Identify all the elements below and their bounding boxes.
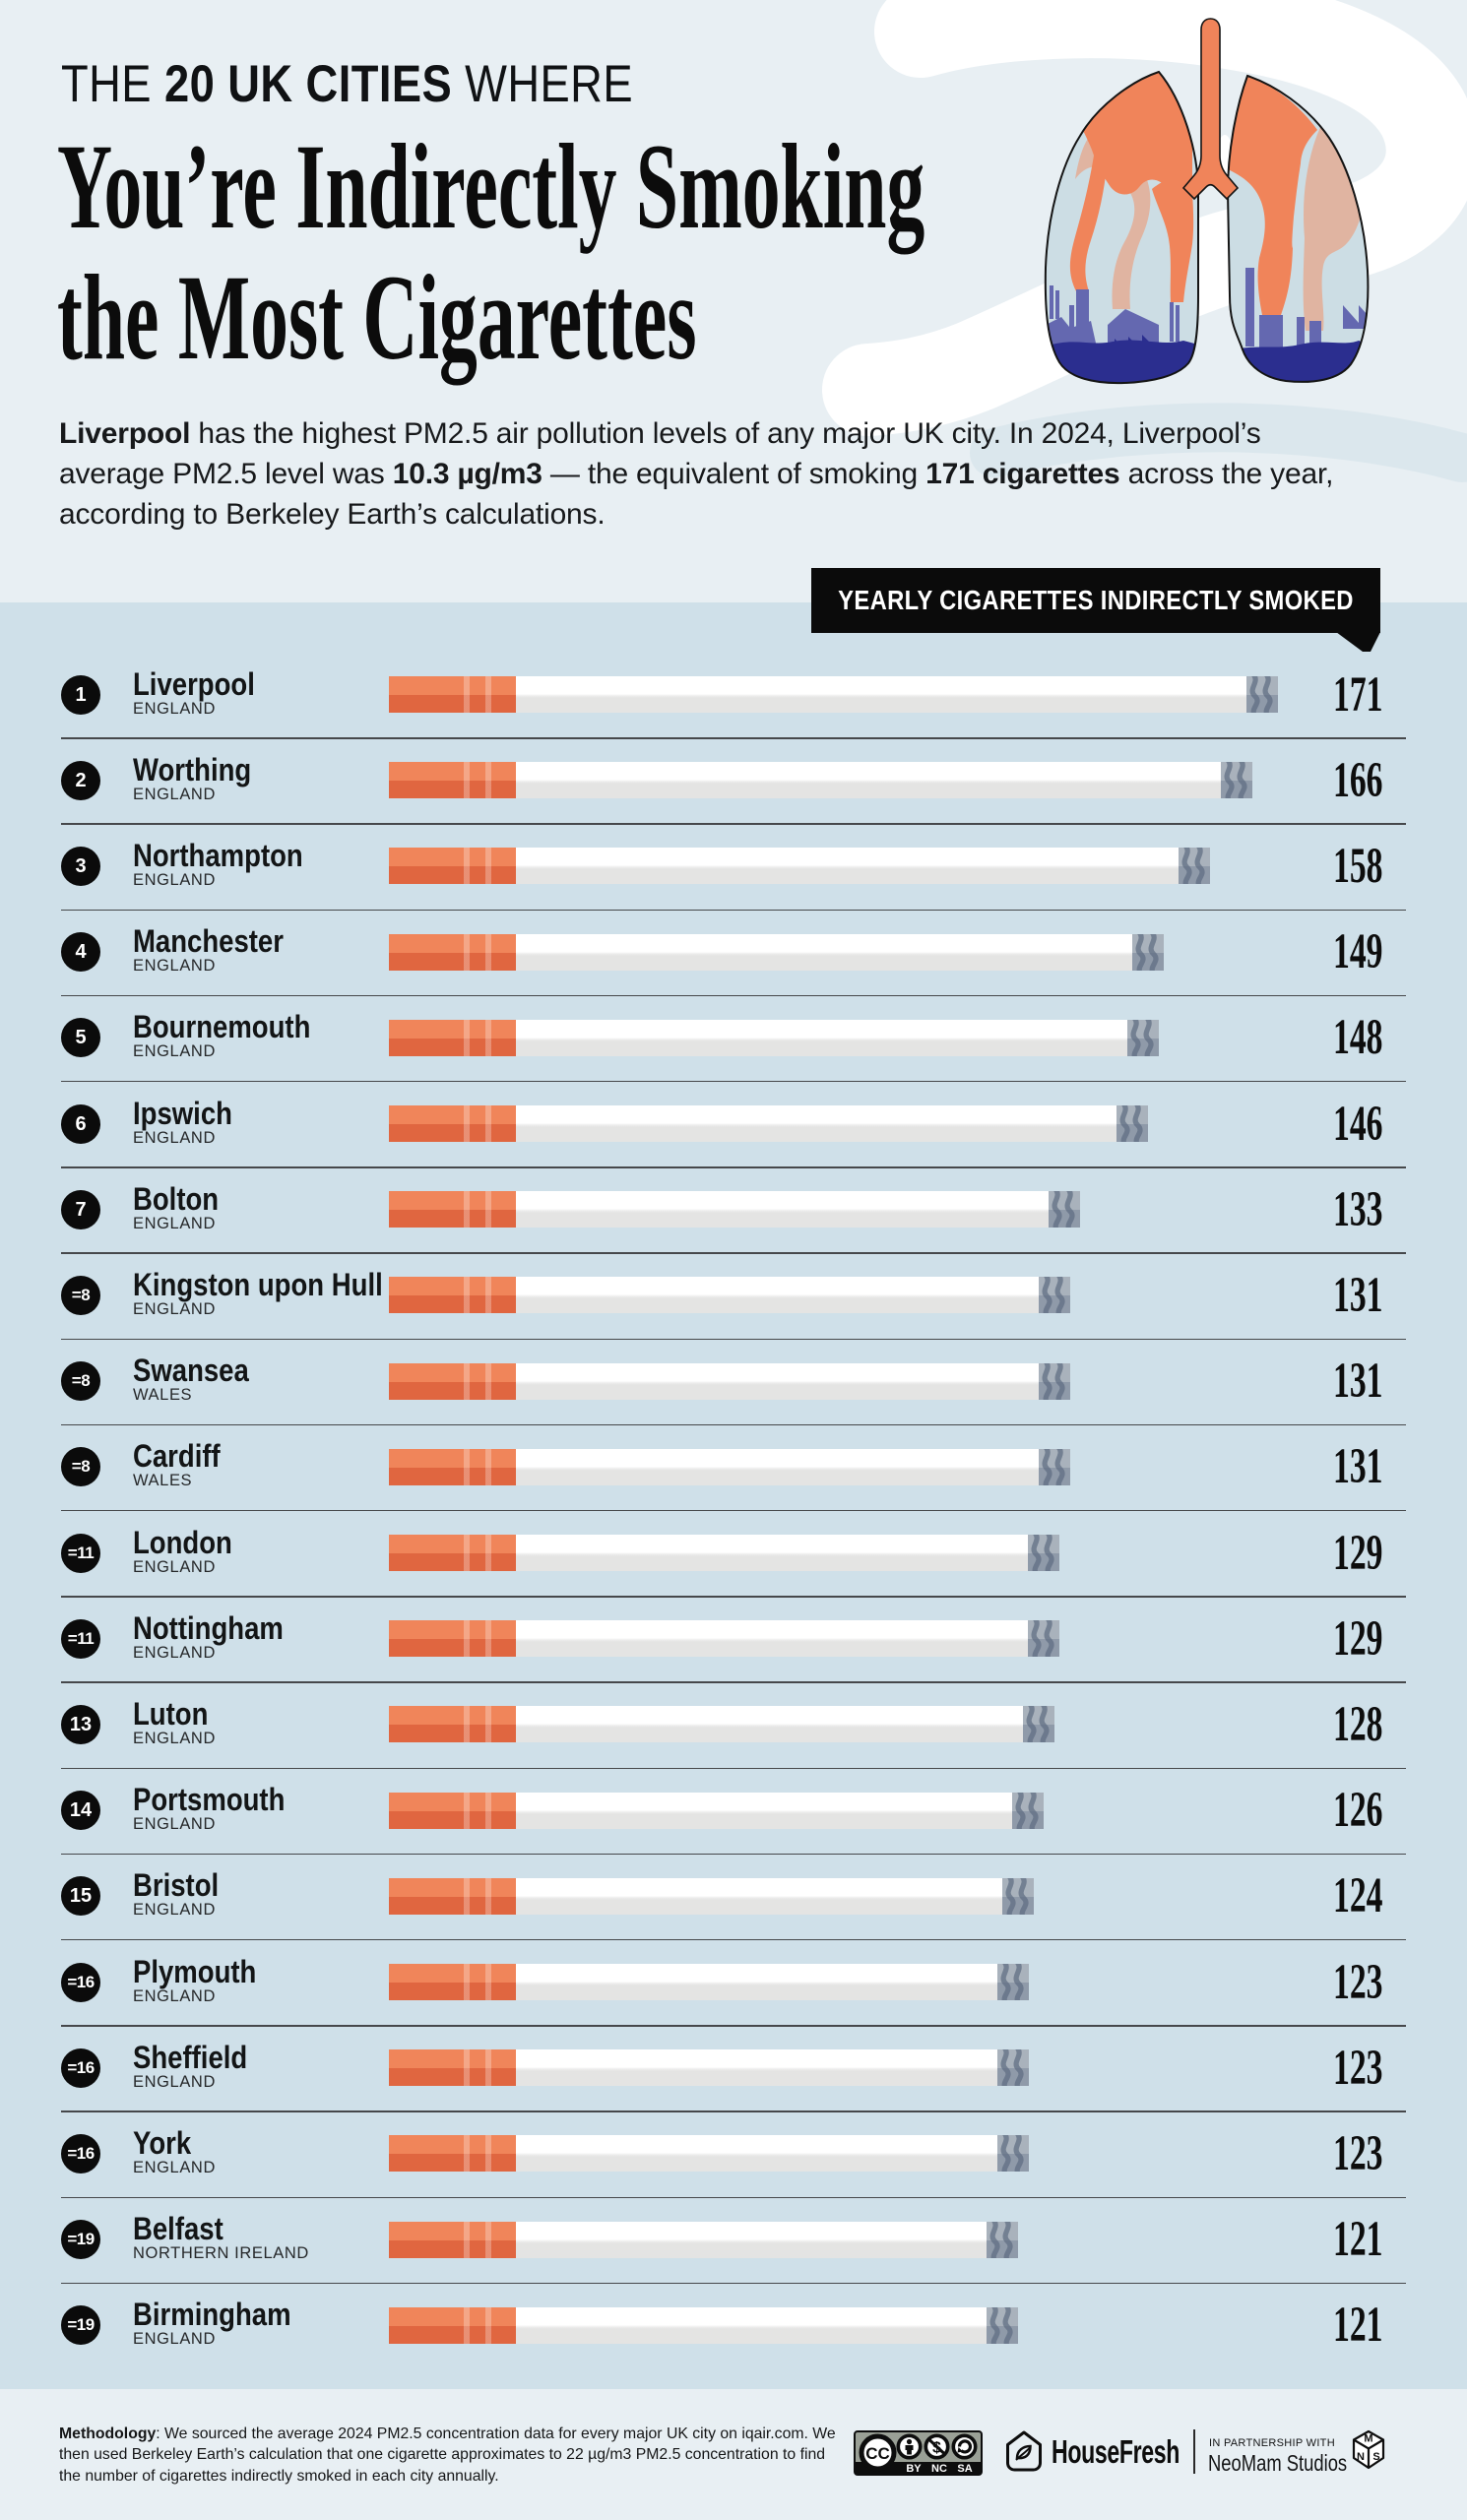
svg-text:SA: SA	[957, 2463, 972, 2475]
svg-text:S: S	[1372, 2451, 1379, 2463]
svg-text:BY: BY	[906, 2463, 922, 2475]
svg-text:CC: CC	[865, 2444, 890, 2463]
svg-text:N: N	[1357, 2451, 1365, 2463]
svg-text:M: M	[1364, 2433, 1372, 2445]
svg-text:NC: NC	[931, 2463, 947, 2475]
